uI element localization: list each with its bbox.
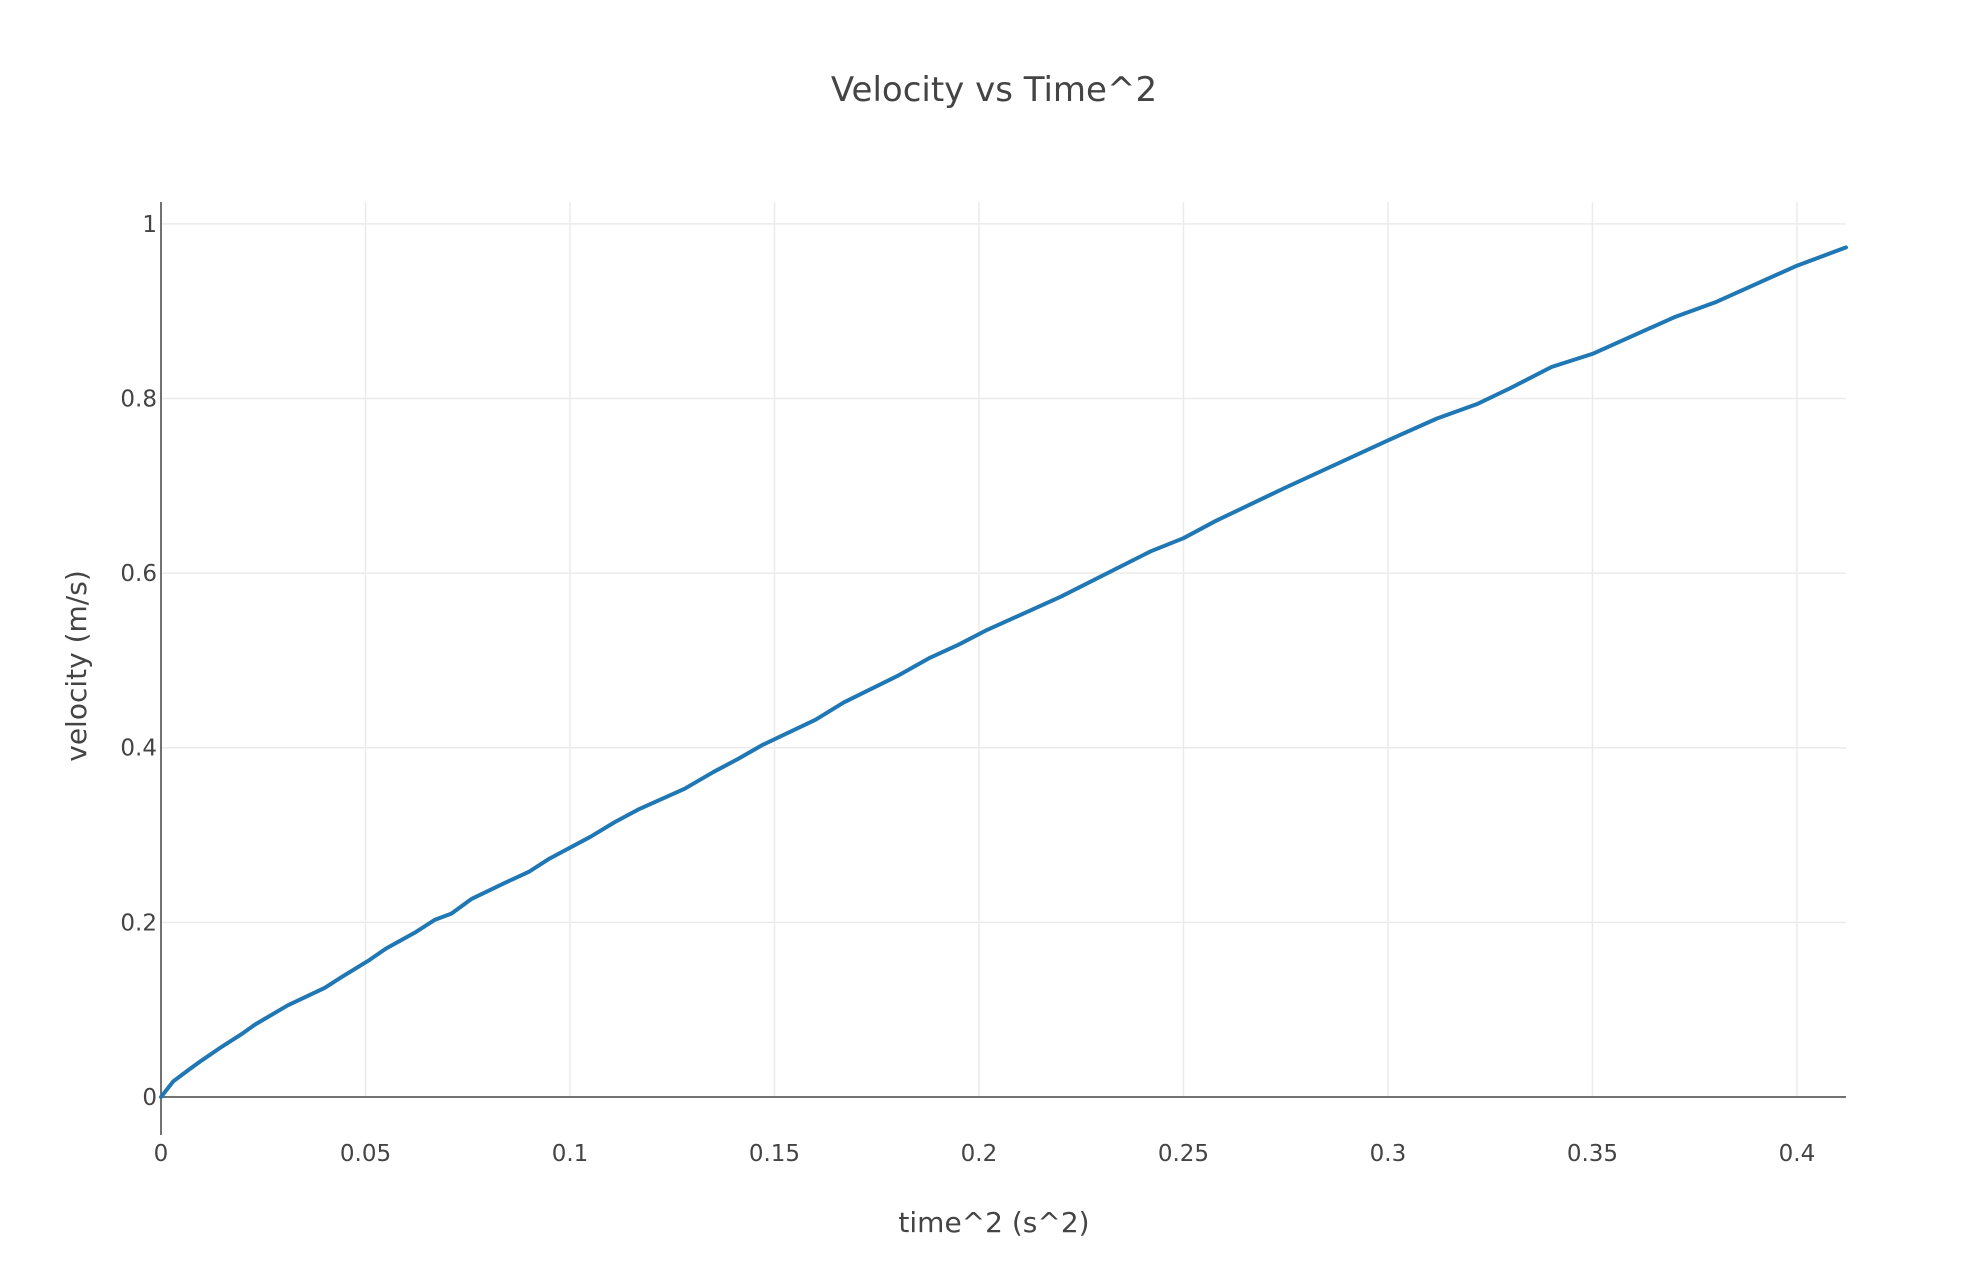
x-tick-label: 0 bbox=[154, 1141, 169, 1167]
x-tick-label: 0.05 bbox=[340, 1141, 391, 1167]
x-tick-label: 0.15 bbox=[749, 1141, 800, 1167]
y-axis-title: velocity (m/s) bbox=[60, 570, 93, 761]
x-tick-label: 0.35 bbox=[1567, 1141, 1618, 1167]
x-tick-label: 0.3 bbox=[1370, 1141, 1407, 1167]
x-tick-label: 0.2 bbox=[961, 1141, 998, 1167]
y-tick-label: 1 bbox=[142, 212, 157, 238]
x-tick-label: 0.1 bbox=[552, 1141, 589, 1167]
y-tick-label: 0.8 bbox=[120, 386, 157, 412]
axes bbox=[160, 202, 1846, 1135]
plot-area bbox=[159, 245, 1848, 1099]
chart-title: Velocity vs Time^2 bbox=[831, 70, 1157, 110]
y-tick-label: 0.4 bbox=[120, 736, 157, 762]
x-axis-title: time^2 (s^2) bbox=[898, 1206, 1089, 1239]
tick-labels: 0 0.05 0.1 0.15 0.2 0.25 0.3 0.35 0.4 0 0.2 0.4 0.6 0… bbox=[120, 212, 1815, 1167]
grid-lines bbox=[161, 202, 1846, 1097]
series-line bbox=[159, 245, 1848, 1099]
y-tick-label: 0 bbox=[142, 1085, 157, 1111]
y-tick-label: 0.6 bbox=[120, 561, 157, 587]
x-tick-label: 0.4 bbox=[1779, 1141, 1816, 1167]
x-tick-label: 0.25 bbox=[1158, 1141, 1209, 1167]
y-tick-label: 0.2 bbox=[120, 910, 157, 936]
